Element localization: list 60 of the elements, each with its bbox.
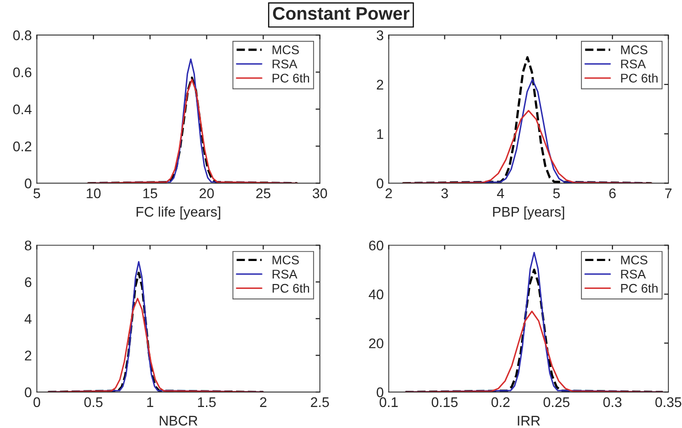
legend-label: RSA <box>621 60 646 68</box>
legend-label: RSA <box>272 270 298 279</box>
x-tick-label: 3 <box>441 188 448 198</box>
line-series <box>402 110 652 184</box>
x-tick-label: 6 <box>609 188 616 198</box>
y-tick-label: 0 <box>24 178 32 188</box>
x-tick-label: 2.5 <box>310 397 329 408</box>
y-tick-label: 2 <box>376 80 384 90</box>
y-tick-label: 20 <box>369 338 384 348</box>
x-axis-title: NBCR <box>160 416 198 426</box>
y-tick-label: 0.6 <box>13 67 32 78</box>
y-tick-label: 2 <box>24 350 32 360</box>
x-axis-title: PBP [years] <box>493 206 564 220</box>
legend-label: RSA <box>272 60 298 68</box>
y-tick-label: 8 <box>24 240 32 250</box>
x-axis-title: FC life [years] <box>136 206 220 220</box>
y-tick-label: 0 <box>24 387 32 398</box>
y-tick-label: 0.8 <box>13 30 32 40</box>
legend-label: MCS <box>272 256 299 264</box>
x-tick-label: 4 <box>497 188 504 198</box>
x-tick-label: 0.3 <box>603 397 622 408</box>
chart-title: Constant Power <box>273 7 410 20</box>
x-tick-label: 0.25 <box>544 397 570 408</box>
x-tick-label: 10 <box>86 188 101 198</box>
legend-label: PC 6th <box>621 73 658 83</box>
legend-label: MCS <box>621 45 648 54</box>
x-tick-label: 0.35 <box>655 397 682 408</box>
x-tick-label: 2 <box>260 397 266 407</box>
y-tick-label: 0.2 <box>13 141 32 152</box>
x-tick-label: 5 <box>34 188 40 198</box>
x-tick-label: 30 <box>312 188 328 198</box>
legend-label: RSA <box>621 270 646 279</box>
y-tick-label: 60 <box>369 240 384 250</box>
legend-label: MCS <box>272 45 299 54</box>
x-tick-label: 0.15 <box>432 397 458 408</box>
legend-label: PC 6th <box>272 284 310 293</box>
y-tick-label: 3 <box>376 30 384 40</box>
x-tick-label: 0.5 <box>84 397 103 408</box>
x-tick-label: 7 <box>665 188 672 198</box>
x-tick-label: 2 <box>386 188 392 198</box>
x-tick-label: 1.5 <box>198 397 216 408</box>
x-tick-label: 25 <box>256 188 270 198</box>
x-tick-label: 0.1 <box>380 397 398 408</box>
y-tick-label: 1 <box>377 129 384 139</box>
y-tick-label: 0 <box>376 178 384 188</box>
y-tick-label: 4 <box>24 314 32 324</box>
y-tick-label: 0 <box>376 387 384 398</box>
x-tick-label: 0.2 <box>491 397 510 408</box>
legend-label: PC 6th <box>272 73 310 83</box>
legend-label: MCS <box>621 256 648 264</box>
y-tick-label: 0.4 <box>13 104 32 114</box>
x-tick-label: 15 <box>143 188 158 198</box>
x-tick-label: 1 <box>147 397 154 407</box>
x-tick-label: 20 <box>200 188 214 198</box>
y-tick-label: 40 <box>368 290 384 300</box>
x-tick-label: 0 <box>34 397 40 408</box>
x-tick-label: 5 <box>553 188 560 198</box>
x-axis-title: IRR <box>518 416 540 426</box>
y-tick-label: 6 <box>24 277 32 288</box>
legend-label: PC 6th <box>621 284 658 293</box>
